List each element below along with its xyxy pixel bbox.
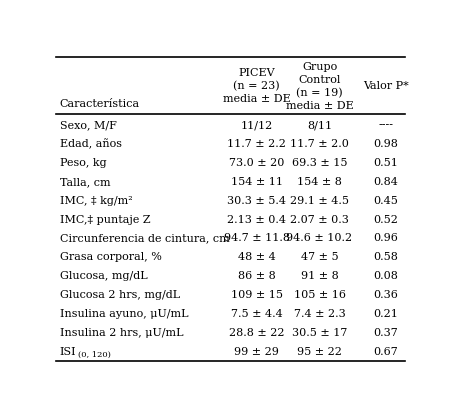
Text: 11/12: 11/12: [241, 120, 273, 130]
Text: 48 ± 4: 48 ± 4: [238, 252, 276, 262]
Text: 29.1 ± 4.5: 29.1 ± 4.5: [290, 195, 349, 205]
Text: 0.45: 0.45: [374, 195, 398, 205]
Text: Insulina 2 hrs, μU/mL: Insulina 2 hrs, μU/mL: [60, 327, 183, 337]
Text: 94.6 ± 10.2: 94.6 ± 10.2: [287, 233, 353, 243]
Text: 69.3 ± 15: 69.3 ± 15: [292, 158, 347, 168]
Text: ISI: ISI: [60, 346, 76, 356]
Text: Circunferencia de cintura, cm: Circunferencia de cintura, cm: [60, 233, 230, 243]
Text: 91 ± 8: 91 ± 8: [301, 271, 338, 281]
Text: Valor P*: Valor P*: [363, 81, 409, 91]
Text: 0.37: 0.37: [374, 327, 398, 337]
Text: 0.67: 0.67: [374, 346, 398, 356]
Text: 0.96: 0.96: [374, 233, 398, 243]
Text: 0.98: 0.98: [374, 139, 398, 149]
Text: 154 ± 8: 154 ± 8: [297, 176, 342, 186]
Text: Insulina ayuno, μU/mL: Insulina ayuno, μU/mL: [60, 308, 188, 318]
Text: PICEV
(n = 23)
media ± DE: PICEV (n = 23) media ± DE: [223, 68, 291, 104]
Text: 0.21: 0.21: [374, 308, 398, 318]
Text: 30.3 ± 5.4: 30.3 ± 5.4: [227, 195, 286, 205]
Text: 47 ± 5: 47 ± 5: [301, 252, 338, 262]
Text: Grasa corporal, %: Grasa corporal, %: [60, 252, 162, 262]
Text: 2.07 ± 0.3: 2.07 ± 0.3: [290, 214, 349, 224]
Text: 2.13 ± 0.4: 2.13 ± 0.4: [227, 214, 286, 224]
Text: 7.4 ± 2.3: 7.4 ± 2.3: [294, 308, 346, 318]
Text: 11.7 ± 2.2: 11.7 ± 2.2: [227, 139, 286, 149]
Text: Grupo
Control
(n = 19)
media ± DE: Grupo Control (n = 19) media ± DE: [286, 62, 353, 110]
Text: 0.84: 0.84: [374, 176, 398, 186]
Text: 28.8 ± 22: 28.8 ± 22: [229, 327, 284, 337]
Text: 8/11: 8/11: [307, 120, 332, 130]
Text: 0.52: 0.52: [374, 214, 398, 224]
Text: 30.5 ± 17: 30.5 ± 17: [292, 327, 347, 337]
Text: 11.7 ± 2.0: 11.7 ± 2.0: [290, 139, 349, 149]
Text: 154 ± 11: 154 ± 11: [231, 176, 283, 186]
Text: (0, 120): (0, 120): [78, 350, 111, 358]
Text: 0.36: 0.36: [374, 290, 398, 300]
Text: 73.0 ± 20: 73.0 ± 20: [229, 158, 284, 168]
Text: 99 ± 29: 99 ± 29: [234, 346, 279, 356]
Text: IMC,‡ puntaje Z: IMC,‡ puntaje Z: [60, 214, 150, 224]
Text: 95 ± 22: 95 ± 22: [297, 346, 342, 356]
Text: 0.51: 0.51: [374, 158, 398, 168]
Text: Talla, cm: Talla, cm: [60, 176, 110, 186]
Text: Peso, kg: Peso, kg: [60, 158, 106, 168]
Text: Característica: Característica: [60, 99, 140, 109]
Text: IMC, ‡ kg/m²: IMC, ‡ kg/m²: [60, 195, 132, 205]
Text: Glucosa, mg/dL: Glucosa, mg/dL: [60, 271, 147, 281]
Text: Sexo, M/F: Sexo, M/F: [60, 120, 117, 130]
Text: 105 ± 16: 105 ± 16: [293, 290, 346, 300]
Text: ----: ----: [378, 120, 393, 130]
Text: 7.5 ± 4.4: 7.5 ± 4.4: [231, 308, 283, 318]
Text: 0.08: 0.08: [374, 271, 398, 281]
Text: Glucosa 2 hrs, mg/dL: Glucosa 2 hrs, mg/dL: [60, 290, 180, 300]
Text: Edad, años: Edad, años: [60, 138, 122, 149]
Text: 109 ± 15: 109 ± 15: [231, 290, 283, 300]
Text: 94.7 ± 11.8: 94.7 ± 11.8: [224, 233, 290, 243]
Text: 86 ± 8: 86 ± 8: [238, 271, 276, 281]
Text: 0.58: 0.58: [374, 252, 398, 262]
